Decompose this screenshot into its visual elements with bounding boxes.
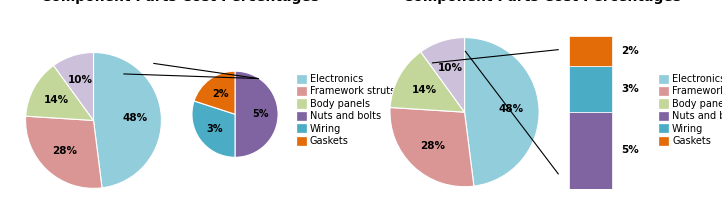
Title: Component Parts Cost Percentages: Component Parts Cost Percentages — [403, 0, 682, 4]
Text: 2%: 2% — [622, 46, 640, 56]
Legend: Electronics, Framework struts, Body panels, Nuts and bolts, Wiring, Gaskets: Electronics, Framework struts, Body pane… — [658, 72, 722, 148]
Legend: Electronics, Framework struts, Body panels, Nuts and bolts, Wiring, Gaskets: Electronics, Framework struts, Body pane… — [295, 72, 397, 148]
Text: 3%: 3% — [622, 84, 640, 94]
Title: Component Parts Cost Percentages: Component Parts Cost Percentages — [40, 0, 319, 4]
Text: 5%: 5% — [622, 145, 640, 155]
